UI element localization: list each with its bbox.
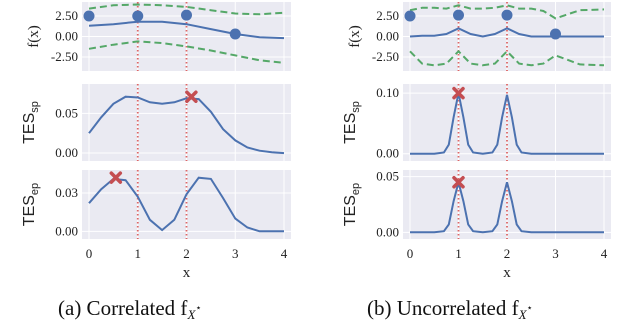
acquisition-curve — [410, 181, 604, 234]
observation-point — [83, 10, 95, 22]
x-tick-label: 1 — [135, 246, 142, 261]
x-tick-label: 2 — [183, 246, 190, 261]
y-axis-label-sub: sp — [350, 101, 362, 113]
y-axis-label: TESep — [21, 183, 41, 226]
x-tick-label: 0 — [86, 246, 93, 261]
panel-b-top: 2.50 0.00 -2.50 f(x) — [347, 2, 611, 71]
panel-a-top: 2.50 0.00 -2.50 f(x) — [26, 2, 291, 71]
y-tick-label: 0.05 — [55, 105, 78, 120]
marker-stroke — [452, 86, 465, 100]
panel-b-bot: 0.05 0.00 TESep 0 1 2 3 4 x — [342, 169, 611, 281]
y-axis-label: TESsp — [342, 101, 362, 144]
mean-line — [88, 20, 285, 40]
maximum-marker — [185, 90, 198, 103]
caption-b-sub: X — [518, 307, 527, 322]
y-axis-label: TESsp — [21, 101, 41, 144]
y-axis-label-sub: sp — [29, 101, 41, 113]
caption-b-text: (b) Uncorrelated f — [367, 296, 519, 320]
y-tick-label: 0.03 — [55, 185, 78, 200]
lower-bound-line — [409, 49, 605, 67]
caption-a-star: ⋆ — [195, 303, 202, 314]
y-tick-label: 0.10 — [376, 85, 399, 100]
maximum-marker — [452, 175, 465, 189]
observation-point — [550, 28, 561, 40]
observation-point — [181, 9, 192, 21]
y-tick-label: 0.00 — [55, 29, 78, 44]
y-axis-label-sub: ep — [350, 183, 362, 195]
y-tick-label: 0.00 — [376, 29, 399, 44]
y-tick-label: 0.00 — [376, 224, 399, 239]
caption-b-star: ⋆ — [526, 303, 533, 314]
x-axis-label: x — [503, 265, 511, 281]
y-axis-label: TESep — [342, 183, 362, 226]
x-tick-label: 3 — [552, 246, 559, 261]
upper-bound-line — [409, 4, 605, 20]
y-axis-label-sub: ep — [29, 183, 41, 195]
x-tick-label: 1 — [455, 246, 462, 261]
acquisition-curve — [88, 176, 284, 233]
y-axis-label-main: TES — [342, 113, 359, 144]
maximum-marker — [109, 171, 123, 184]
panel-a-mid: 0.05 0.00 TESsp — [21, 84, 291, 161]
y-tick-label: -2.50 — [372, 49, 399, 64]
observation-point — [229, 28, 241, 40]
acquisition-curve — [410, 92, 604, 155]
panel-a-bot: 0.03 0.00 TESep 0 1 2 3 4 x — [21, 170, 291, 281]
y-tick-label: -2.50 — [51, 49, 78, 64]
x-axis-label: x — [183, 265, 191, 281]
marker-stroke — [452, 175, 465, 189]
maximum-marker — [452, 86, 465, 100]
observation-point — [453, 9, 464, 21]
x-tick-label: 4 — [281, 246, 288, 261]
x-tick-label: 4 — [601, 246, 608, 261]
observation-point — [501, 9, 513, 21]
y-axis-label-main: TES — [21, 113, 38, 144]
y-axis-label: f(x) — [347, 25, 363, 48]
y-tick-label: 0.00 — [55, 145, 78, 160]
x-tick-label: 2 — [504, 246, 511, 261]
y-axis-label: f(x) — [26, 25, 42, 48]
caption-a-text: (a) Correlated f — [58, 296, 188, 320]
acquisition-curve — [88, 95, 285, 155]
y-axis-label-main: TES — [342, 195, 359, 226]
y-tick-label: 2.50 — [55, 8, 78, 23]
y-tick-label: 0.00 — [55, 223, 78, 238]
y-tick-label: 2.50 — [376, 8, 399, 23]
y-tick-label: 0.00 — [376, 146, 399, 161]
marker-stroke — [185, 90, 198, 103]
caption-b: (b) Uncorrelated fX⋆ — [367, 296, 533, 323]
x-tick-label: 0 — [407, 246, 414, 261]
y-axis-label-main: TES — [21, 195, 38, 226]
observation-point — [132, 10, 144, 22]
panel-b-mid: 0.10 0.00 TESsp — [342, 84, 611, 161]
y-tick-label: 0.05 — [376, 169, 399, 184]
marker-stroke — [109, 171, 123, 184]
caption-a-sub: X — [187, 307, 196, 322]
observation-point — [404, 10, 416, 22]
x-tick-label: 3 — [232, 246, 239, 261]
caption-a: (a) Correlated fX⋆ — [58, 296, 202, 323]
